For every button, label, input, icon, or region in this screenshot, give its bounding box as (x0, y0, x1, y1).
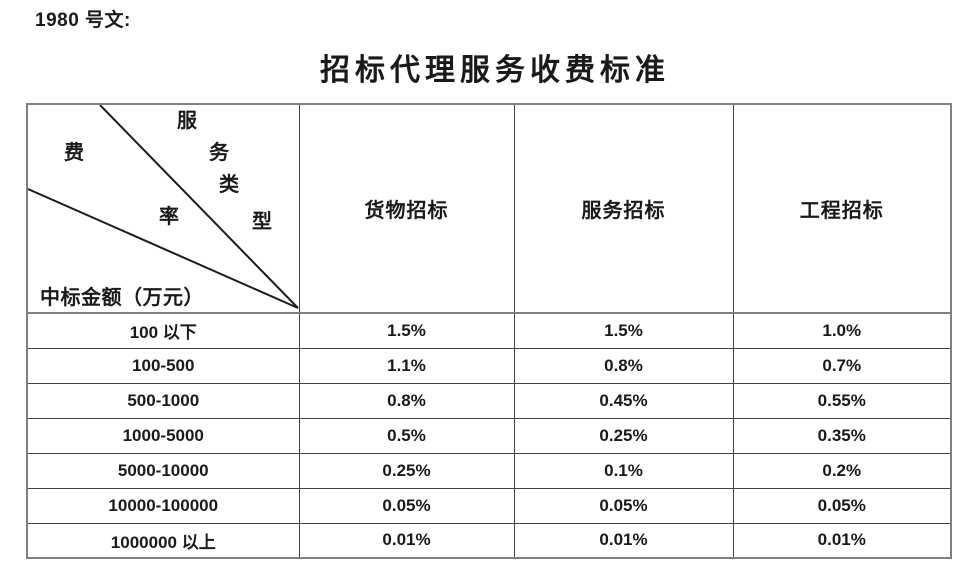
rate-cell: 1.5% (513, 312, 734, 349)
rate-cell: 0.55% (732, 382, 952, 419)
diagonal-line-lower (28, 188, 299, 309)
diagonal-divider-lines (28, 105, 299, 309)
table-row: 10000-100000 0.05% 0.05% 0.05% (26, 487, 952, 524)
rate-cell: 0.05% (513, 487, 734, 524)
fee-rate-char-1: 费 (64, 142, 84, 164)
row-label: 10000-100000 (26, 487, 300, 524)
rate-cell: 0.01% (298, 522, 515, 559)
rate-cell: 0.7% (732, 347, 952, 384)
diagonal-line-upper (99, 105, 299, 309)
table-row: 500-1000 0.8% 0.45% 0.55% (26, 382, 952, 419)
corner-cell-content: 服 务 类 型 费 率 中标金额（万元） (28, 105, 299, 312)
corner-header-cell: 服 务 类 型 费 率 中标金额（万元） (26, 103, 300, 314)
table-row: 100 以下 1.5% 1.5% 1.0% (26, 312, 952, 349)
bid-amount-axis-label: 中标金额（万元） (40, 287, 204, 309)
rate-cell: 0.01% (513, 522, 734, 559)
rate-cell: 0.8% (298, 382, 515, 419)
table-row: 1000-5000 0.5% 0.25% 0.35% (26, 417, 952, 454)
col-header-goods-bidding: 货物招标 (298, 103, 515, 314)
row-label: 500-1000 (26, 382, 300, 419)
rate-cell: 1.0% (732, 312, 952, 349)
page-title: 招标代理服务收费标准 (320, 54, 670, 87)
row-label: 1000000 以上 (26, 522, 300, 559)
rate-cell: 0.05% (298, 487, 515, 524)
rate-cell: 1.1% (298, 347, 515, 384)
row-label: 5000-10000 (26, 452, 300, 489)
row-label: 100-500 (26, 347, 300, 384)
row-label: 1000-5000 (26, 417, 300, 454)
rate-cell: 0.05% (732, 487, 952, 524)
doc-number-label: 1980 号文: (35, 10, 131, 31)
rate-cell: 0.5% (298, 417, 515, 454)
rate-cell: 0.45% (513, 382, 734, 419)
table-row: 1000000 以上 0.01% 0.01% 0.01% (26, 522, 952, 559)
col-header-engineering-bidding: 工程招标 (732, 103, 952, 314)
rate-cell: 0.8% (513, 347, 734, 384)
service-type-char-4: 型 (252, 211, 272, 233)
rate-cell: 0.25% (513, 417, 734, 454)
rate-cell: 0.35% (732, 417, 952, 454)
col-header-service-bidding: 服务招标 (513, 103, 734, 314)
rate-cell: 0.1% (513, 452, 734, 489)
service-type-char-3: 类 (219, 174, 239, 196)
rate-cell: 0.25% (298, 452, 515, 489)
table-row: 100-500 1.1% 0.8% 0.7% (26, 347, 952, 384)
service-type-char-1: 服 (177, 110, 197, 132)
rate-cell: 1.5% (298, 312, 515, 349)
fee-standard-table: 服 务 类 型 费 率 中标金额（万元） 货物招标 服务招标 工程招标 100 … (26, 103, 952, 559)
service-type-char-2: 务 (209, 142, 229, 164)
row-label: 100 以下 (26, 312, 300, 349)
rate-cell: 0.2% (732, 452, 952, 489)
rate-cell: 0.01% (732, 522, 952, 559)
table-header-row: 服 务 类 型 费 率 中标金额（万元） 货物招标 服务招标 工程招标 (26, 103, 952, 314)
table-row: 5000-10000 0.25% 0.1% 0.2% (26, 452, 952, 489)
fee-rate-char-2: 率 (159, 206, 179, 228)
